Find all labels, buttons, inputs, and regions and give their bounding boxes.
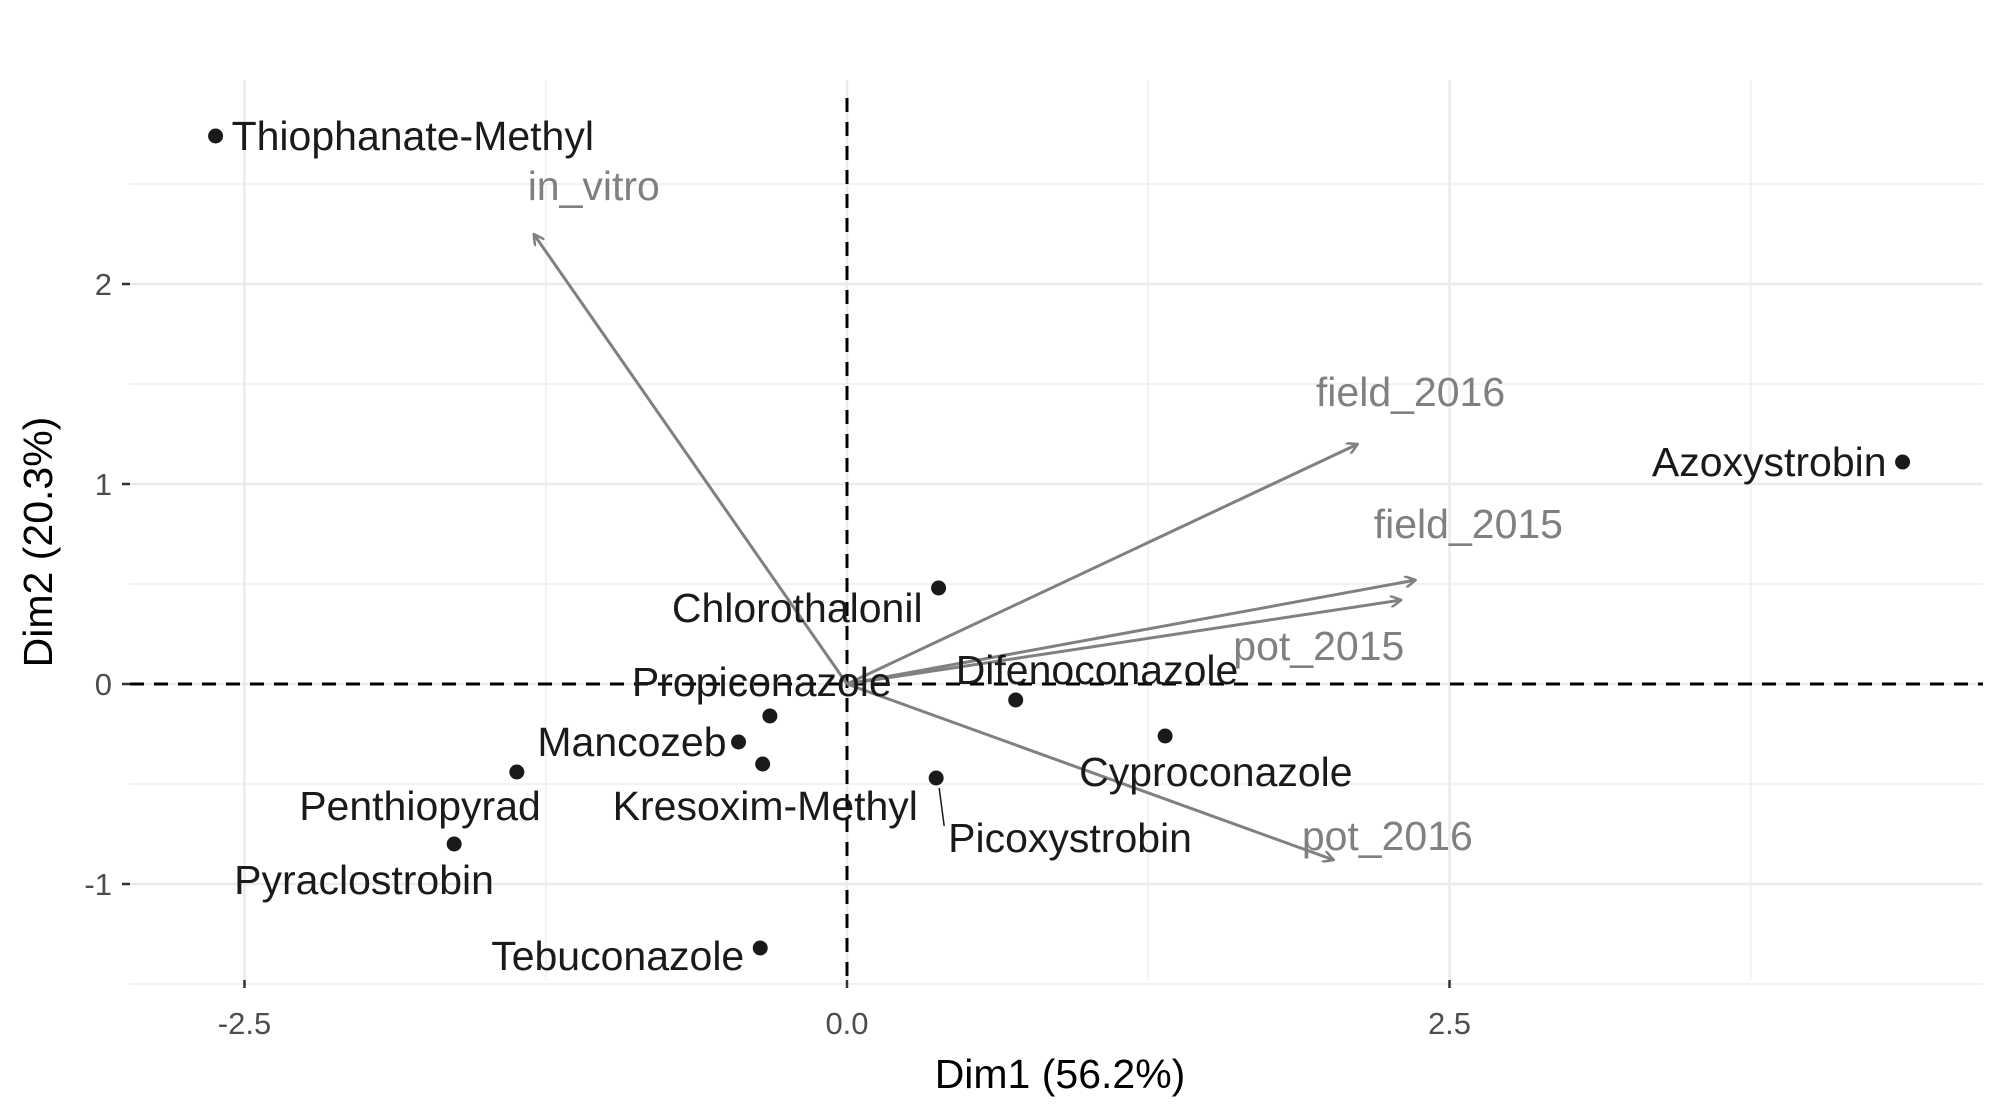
- axis-ticks: -2.5 0.0 2.5 -1 0 1 2: [84, 267, 1471, 1041]
- individual-label: Chlorothalonil: [672, 585, 923, 631]
- variable-label: in_vitro: [528, 163, 660, 209]
- individual-label: Thiophanate-Methyl: [232, 113, 594, 159]
- individual-labels: Thiophanate-Methyl Azoxystrobin Chlorothal…: [232, 113, 1887, 979]
- variable-arrow: [846, 580, 1416, 686]
- x-axis-title: Dim1 (56.2%): [935, 1051, 1186, 1097]
- individual-label: Propiconazole: [632, 659, 892, 705]
- picoxystrobin-leader-line: [938, 787, 945, 827]
- individual-label: Tebuconazole: [491, 933, 744, 979]
- individual-label: Kresoxim-Methyl: [613, 783, 918, 829]
- variable-arrow: [846, 682, 1334, 860]
- individual-label: Pyraclostrobin: [234, 857, 494, 903]
- individual-point: [755, 756, 771, 772]
- individual-point: [446, 836, 462, 852]
- individual-points: [208, 128, 1911, 956]
- individual-point: [928, 770, 944, 786]
- individual-label: Difenoconazole: [956, 647, 1239, 693]
- y-tick-label: 0: [95, 667, 112, 702]
- individual-label: Picoxystrobin: [948, 815, 1192, 861]
- individual-point: [509, 764, 525, 780]
- label-leader-lines: [938, 787, 945, 827]
- individual-point: [762, 708, 778, 724]
- x-tick-label: 0.0: [825, 1006, 868, 1041]
- individual-point: [1895, 454, 1911, 470]
- individual-point: [208, 128, 224, 144]
- individual-label: Azoxystrobin: [1652, 439, 1887, 485]
- y-tick-label: -1: [84, 867, 112, 902]
- y-axis-title: Dim2 (20.3%): [15, 417, 61, 668]
- y-tick-label: 1: [95, 467, 112, 502]
- variable-label: pot_2015: [1233, 623, 1404, 669]
- individual-point: [1008, 692, 1024, 708]
- x-tick-label: -2.5: [218, 1006, 271, 1041]
- individual-point: [931, 580, 947, 596]
- individual-point: [1157, 728, 1173, 744]
- variable-arrow: [846, 444, 1358, 686]
- variable-label: pot_2016: [1302, 813, 1473, 859]
- zero-reference-lines: [130, 98, 1983, 980]
- individual-point: [731, 734, 747, 750]
- x-tick-label: 2.5: [1428, 1006, 1471, 1041]
- individual-label: Cyproconazole: [1079, 749, 1353, 795]
- individual-label: Mancozeb: [537, 719, 726, 765]
- variable-arrow: [846, 600, 1401, 686]
- individual-point: [752, 940, 768, 956]
- variable-labels: in_vitro field_2016 field_2015 pot_2015 pot_…: [528, 163, 1563, 859]
- variable-arrows: [534, 234, 1416, 860]
- individual-label: Penthiopyrad: [299, 783, 541, 829]
- variable-label: field_2015: [1374, 501, 1563, 547]
- variable-label: field_2016: [1316, 369, 1505, 415]
- variable-arrow: [534, 234, 849, 685]
- y-tick-label: 2: [95, 267, 112, 302]
